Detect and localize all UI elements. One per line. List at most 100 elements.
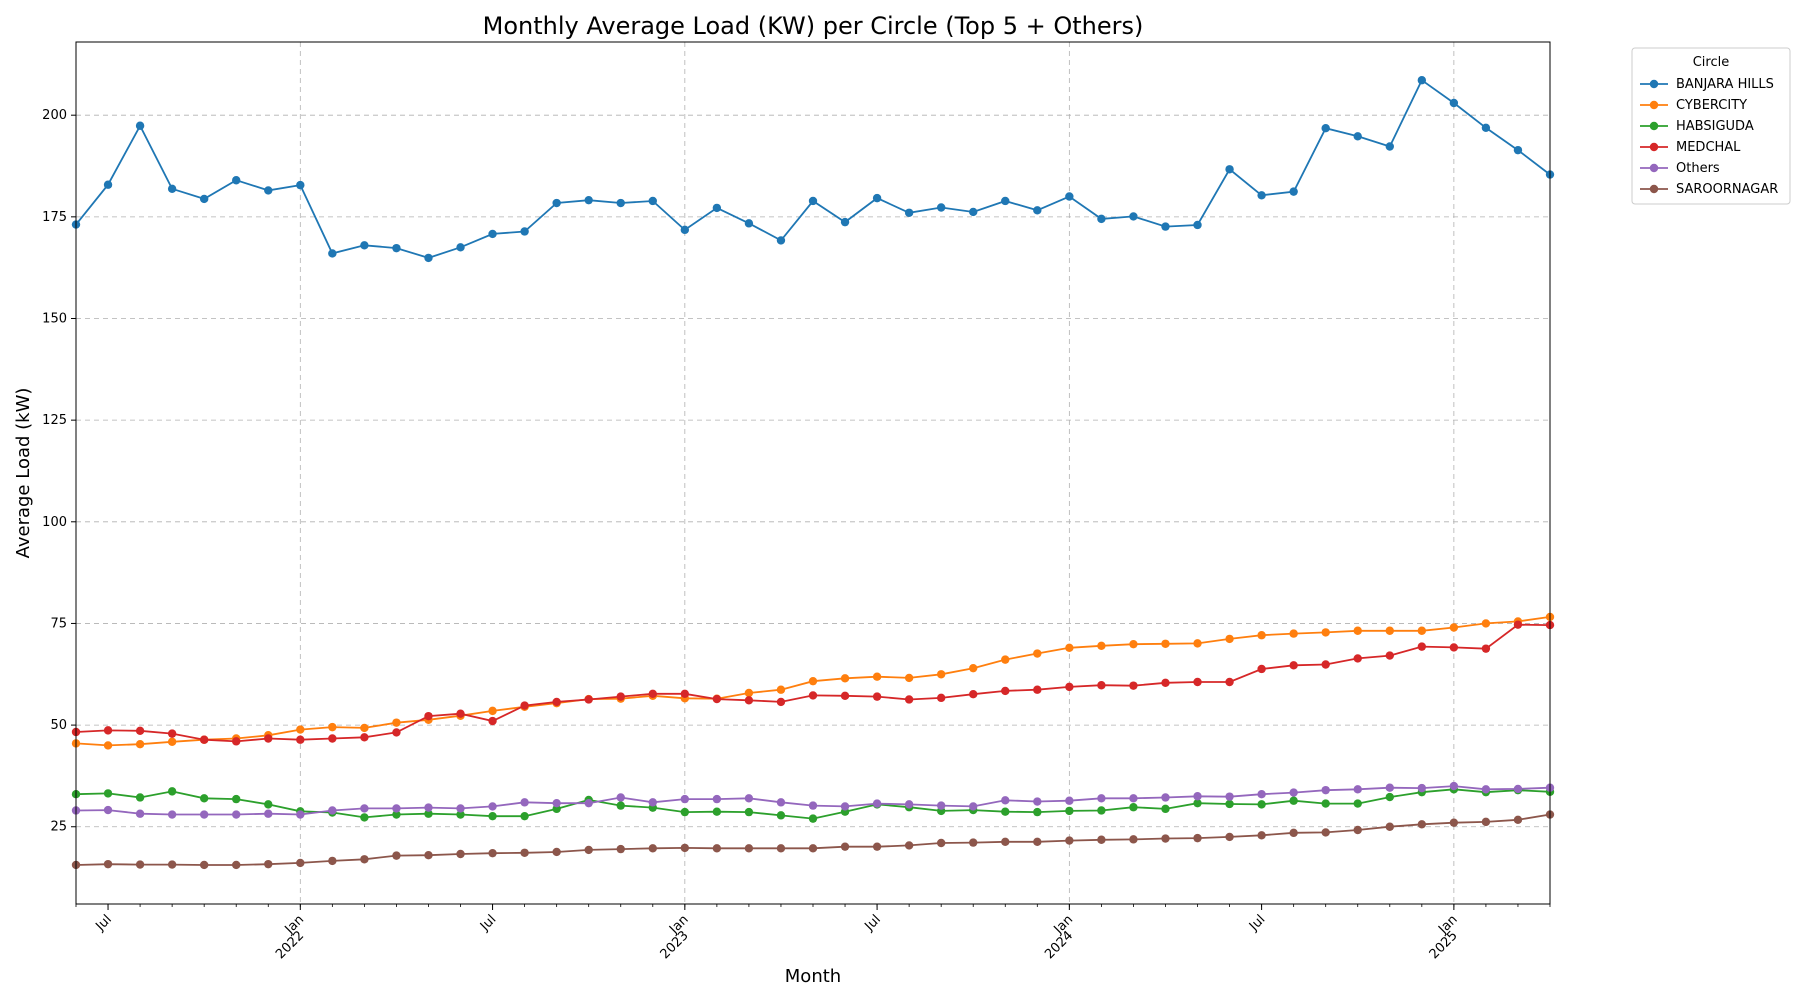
data-point <box>1225 634 1234 644</box>
data-point <box>392 810 401 819</box>
data-point <box>1481 785 1491 794</box>
data-point <box>232 794 241 804</box>
data-point <box>712 203 722 213</box>
data-point <box>103 726 113 735</box>
data-point <box>1065 643 1074 653</box>
data-point <box>488 802 497 811</box>
data-point <box>520 848 529 857</box>
data-point <box>616 801 625 810</box>
data-point <box>1097 681 1106 690</box>
data-point <box>135 121 145 130</box>
legend-entry: SAROORNAGAR <box>1676 182 1778 197</box>
data-point <box>1097 641 1106 651</box>
data-point <box>584 798 593 808</box>
y-tick-label: 25 <box>50 820 67 835</box>
data-point <box>712 794 722 804</box>
data-point <box>360 723 369 733</box>
data-point <box>552 198 561 208</box>
data-point <box>808 844 818 853</box>
data-point <box>199 860 209 870</box>
data-point <box>424 711 433 721</box>
data-point <box>872 842 882 851</box>
legend-entry: MEDCHAL <box>1676 140 1741 155</box>
data-point <box>199 735 209 744</box>
data-point <box>328 722 337 732</box>
data-point <box>1097 835 1106 844</box>
data-point <box>680 843 690 853</box>
data-point <box>264 809 273 818</box>
data-point <box>1321 124 1330 133</box>
data-point <box>712 694 722 704</box>
data-point <box>648 798 657 807</box>
data-point <box>232 860 241 870</box>
data-point <box>1097 214 1106 224</box>
data-point <box>872 193 882 203</box>
data-point <box>552 798 561 808</box>
data-point <box>936 693 946 703</box>
data-point <box>296 858 305 868</box>
data-point <box>520 227 529 236</box>
data-point <box>1289 828 1298 838</box>
data-point <box>936 670 946 679</box>
data-point <box>360 855 369 864</box>
data-point <box>1193 798 1202 808</box>
gridlines <box>76 42 1550 904</box>
legend-entry: BANJARA HILLS <box>1676 77 1774 92</box>
data-point <box>904 695 914 704</box>
data-point <box>712 844 722 853</box>
data-point <box>1417 783 1427 793</box>
data-point <box>424 253 433 263</box>
data-point <box>1033 649 1042 658</box>
data-point <box>1161 793 1170 802</box>
data-point <box>328 856 337 866</box>
data-point <box>456 810 465 819</box>
data-point <box>264 734 273 743</box>
data-point <box>1353 654 1362 663</box>
data-point <box>1257 800 1266 809</box>
data-point <box>969 207 978 217</box>
data-point <box>1417 642 1427 651</box>
data-point <box>1001 837 1010 846</box>
legend-box <box>1631 47 1791 205</box>
data-point <box>1257 631 1266 640</box>
data-point <box>648 844 657 853</box>
data-point <box>1129 212 1138 221</box>
data-point <box>1321 828 1330 837</box>
data-point <box>1513 784 1523 794</box>
data-point <box>936 203 946 212</box>
data-point <box>1289 661 1298 670</box>
data-point <box>808 691 818 700</box>
data-point <box>1481 619 1491 628</box>
data-point <box>199 810 209 819</box>
data-point <box>744 688 754 698</box>
data-point <box>776 798 786 807</box>
data-point <box>1289 796 1298 805</box>
data-point <box>776 844 786 853</box>
data-point <box>167 729 177 738</box>
data-point <box>1193 639 1202 648</box>
data-point <box>1129 639 1138 649</box>
data-point <box>1001 655 1010 664</box>
data-point <box>456 804 465 813</box>
data-point <box>1129 794 1138 803</box>
data-point <box>1129 681 1138 690</box>
data-point <box>808 814 818 823</box>
data-point <box>808 196 818 206</box>
data-point <box>744 794 754 803</box>
data-point <box>840 674 850 683</box>
data-point <box>135 793 145 802</box>
data-point <box>648 689 657 698</box>
data-point <box>1353 825 1362 835</box>
data-point <box>1385 783 1394 792</box>
data-point <box>232 176 241 185</box>
data-point <box>1193 677 1202 687</box>
data-point <box>744 696 754 705</box>
data-point <box>456 243 465 252</box>
data-point <box>392 728 401 737</box>
data-point <box>584 195 593 205</box>
data-point <box>1289 629 1298 638</box>
data-point <box>1225 677 1234 687</box>
data-point <box>776 697 786 707</box>
y-tick-label: 125 <box>42 413 67 428</box>
